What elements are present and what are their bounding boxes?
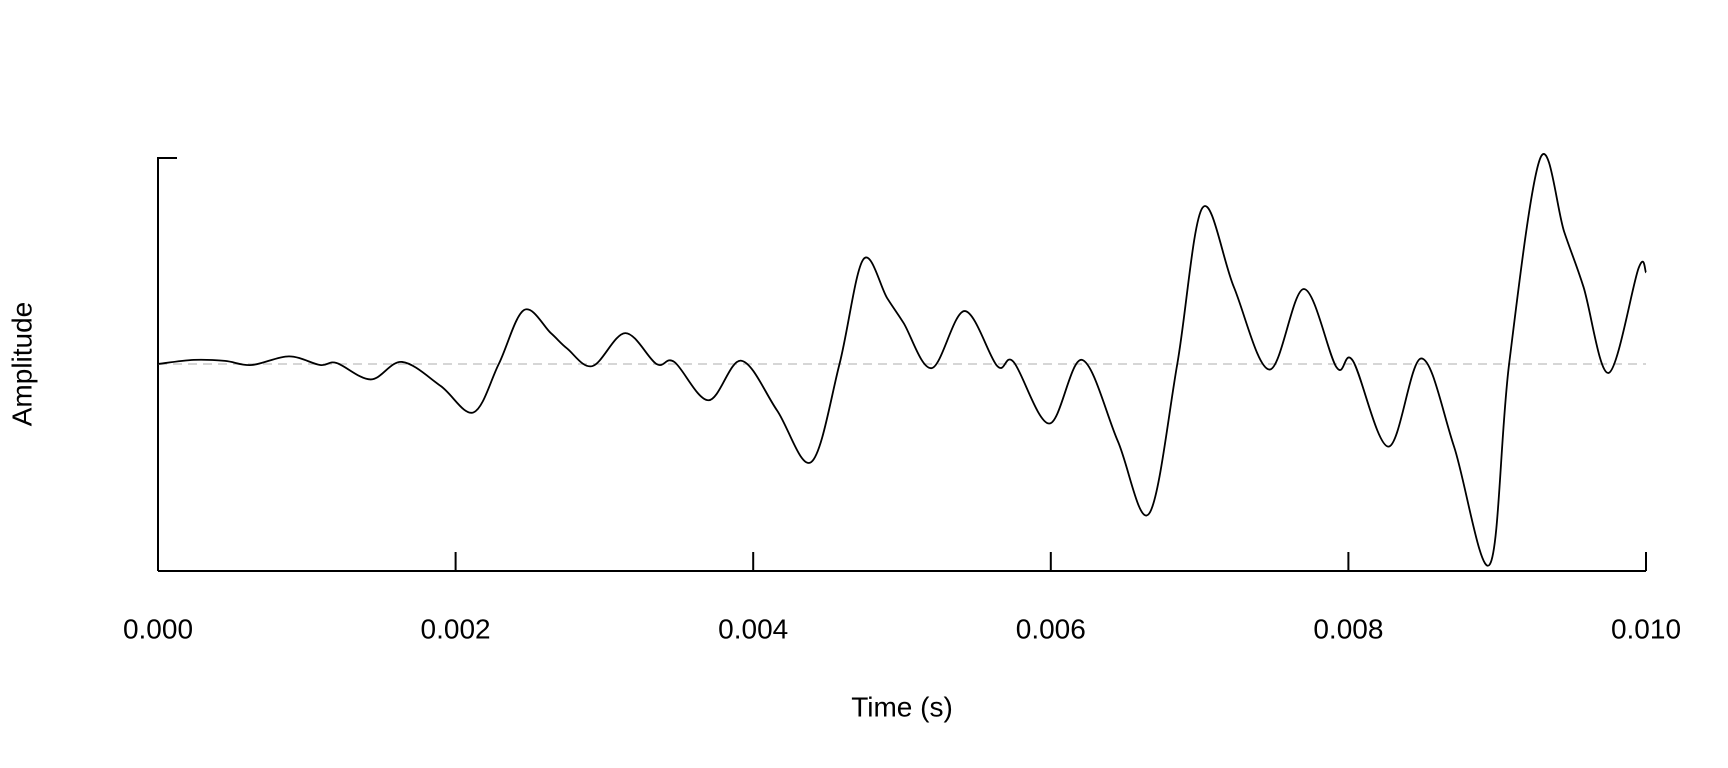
x-axis-label: Time (s) [851,691,953,722]
y-axis [157,157,177,571]
y-axis-label: Amplitude [6,302,37,427]
x-tick-label: 0.008 [1313,613,1383,644]
waveform [157,153,1647,567]
x-tick-label: 0.000 [123,613,193,644]
x-tick-label: 0.004 [718,613,788,644]
x-tick-label: 0.010 [1611,613,1681,644]
x-tick-label: 0.006 [1016,613,1086,644]
x-tick-label: 0.002 [421,613,491,644]
